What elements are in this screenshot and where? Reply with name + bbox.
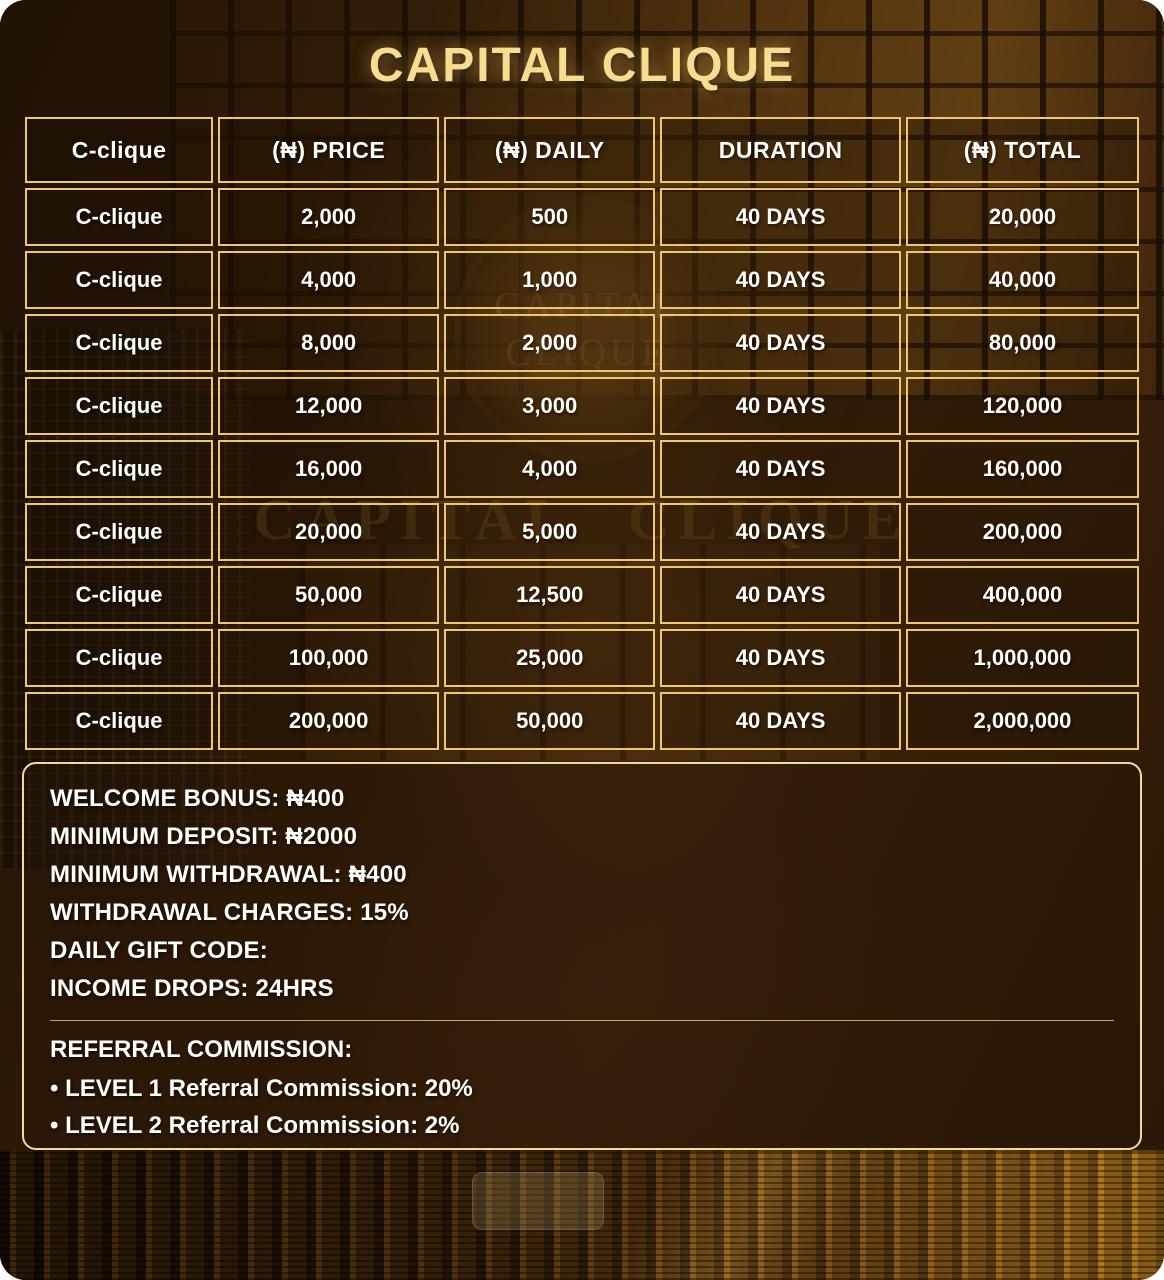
table-cell: 8,000: [218, 314, 440, 372]
table-cell: C-clique: [25, 629, 214, 687]
table-cell: C-clique: [25, 251, 214, 309]
info-panel: WELCOME BONUS: ₦400 MINIMUM DEPOSIT: ₦200…: [22, 762, 1142, 1150]
table-cell: 1,000,000: [905, 629, 1139, 687]
table-cell: C-clique: [25, 692, 214, 750]
table-cell: 40 DAYS: [660, 440, 901, 498]
table-row: C-clique 20,000 5,000 40 DAYS 200,000: [25, 503, 1139, 561]
table-cell: 160,000: [905, 440, 1139, 498]
table-cell: 4,000: [444, 440, 656, 498]
table-cell: 40 DAYS: [660, 314, 901, 372]
info-line: MINIMUM DEPOSIT: ₦2000: [50, 823, 358, 850]
table-cell: C-clique: [25, 503, 214, 561]
table-cell: 2,000: [444, 314, 656, 372]
table-cell: 100,000: [218, 629, 440, 687]
table-cell: 200,000: [218, 692, 440, 750]
info-line: WITHDRAWAL CHARGES: 15%: [50, 899, 409, 926]
divider: [50, 1020, 1114, 1021]
table-cell: 40 DAYS: [660, 566, 901, 624]
table-header-row: C-clique (₦) PRICE (₦) DAILY DURATION (₦) TO…: [25, 117, 1139, 183]
table-cell: 40,000: [905, 251, 1139, 309]
table-row: C-clique 16,000 4,000 40 DAYS 160,000: [25, 440, 1139, 498]
table-cell: 20,000: [218, 503, 440, 561]
referral-list: • LEVEL 1 Referral Commission: 20% • LEVE…: [50, 1076, 1114, 1139]
info-line: MINIMUM WITHDRAWAL: ₦400: [50, 861, 407, 888]
table-row: C-clique 2,000 500 40 DAYS 20,000: [25, 188, 1139, 246]
table-cell: 500: [444, 188, 656, 246]
table-row: C-clique 8,000 2,000 40 DAYS 80,000: [25, 314, 1139, 372]
table-row: C-clique 4,000 1,000 40 DAYS 40,000: [25, 251, 1139, 309]
column-header: C-clique: [25, 117, 214, 183]
table-cell: 5,000: [444, 503, 656, 561]
table-cell: 400,000: [905, 566, 1139, 624]
table-cell: 40 DAYS: [660, 188, 901, 246]
table-cell: C-clique: [25, 188, 214, 246]
table-cell: 4,000: [218, 251, 440, 309]
table-cell: 3,000: [444, 377, 656, 435]
table-cell: 12,500: [444, 566, 656, 624]
table-cell: 1,000: [444, 251, 656, 309]
table-cell: 2,000,000: [905, 692, 1139, 750]
table-cell: 40 DAYS: [660, 629, 901, 687]
column-header: (₦) DAILY: [444, 117, 656, 183]
table-cell: 20,000: [905, 188, 1139, 246]
info-line: INCOME DROPS: 24HRS: [50, 975, 334, 1002]
column-header: (₦) TOTAL: [905, 117, 1139, 183]
page-title: CAPITAL CLIQUE: [368, 39, 796, 92]
table-row: C-clique 50,000 12,500 40 DAYS 400,000: [25, 566, 1139, 624]
column-header: DURATION: [660, 117, 901, 183]
reflecting-pool: [0, 1150, 1164, 1280]
table-cell: 40 DAYS: [660, 251, 901, 309]
info-line: DAILY GIFT CODE:: [50, 937, 268, 964]
table-cell: 40 DAYS: [660, 692, 901, 750]
table-cell: C-clique: [25, 440, 214, 498]
referral-item: • LEVEL 1 Referral Commission: 20%: [50, 1075, 473, 1102]
table-cell: 16,000: [218, 440, 440, 498]
table-cell: 50,000: [218, 566, 440, 624]
table-cell: 50,000: [444, 692, 656, 750]
table-cell: 200,000: [905, 503, 1139, 561]
table-cell: 25,000: [444, 629, 656, 687]
table-cell: 2,000: [218, 188, 440, 246]
table-row: C-clique 12,000 3,000 40 DAYS 120,000: [25, 377, 1139, 435]
table-cell: 80,000: [905, 314, 1139, 372]
table-cell: C-clique: [25, 566, 214, 624]
table-cell: 120,000: [905, 377, 1139, 435]
info-lines: WELCOME BONUS: ₦400 MINIMUM DEPOSIT: ₦200…: [50, 786, 1114, 1002]
referral-heading: REFERRAL COMMISSION:: [50, 1036, 353, 1063]
table-cell: C-clique: [25, 377, 214, 435]
column-header: (₦) PRICE: [218, 117, 440, 183]
table-row: C-clique 200,000 50,000 40 DAYS 2,000,000: [25, 692, 1139, 750]
table-cell: C-clique: [25, 314, 214, 372]
ghost-button[interactable]: [472, 1172, 604, 1230]
table-cell: 40 DAYS: [660, 503, 901, 561]
plans-table: C-clique (₦) PRICE (₦) DAILY DURATION (₦) TO…: [20, 112, 1144, 755]
table-cell: 40 DAYS: [660, 377, 901, 435]
table-row: C-clique 100,000 25,000 40 DAYS 1,000,000: [25, 629, 1139, 687]
table-cell: 12,000: [218, 377, 440, 435]
referral-item: • LEVEL 2 Referral Commission: 2%: [50, 1112, 460, 1139]
info-line: WELCOME BONUS: ₦400: [50, 785, 345, 812]
dark-overlay: [0, 0, 1164, 1152]
